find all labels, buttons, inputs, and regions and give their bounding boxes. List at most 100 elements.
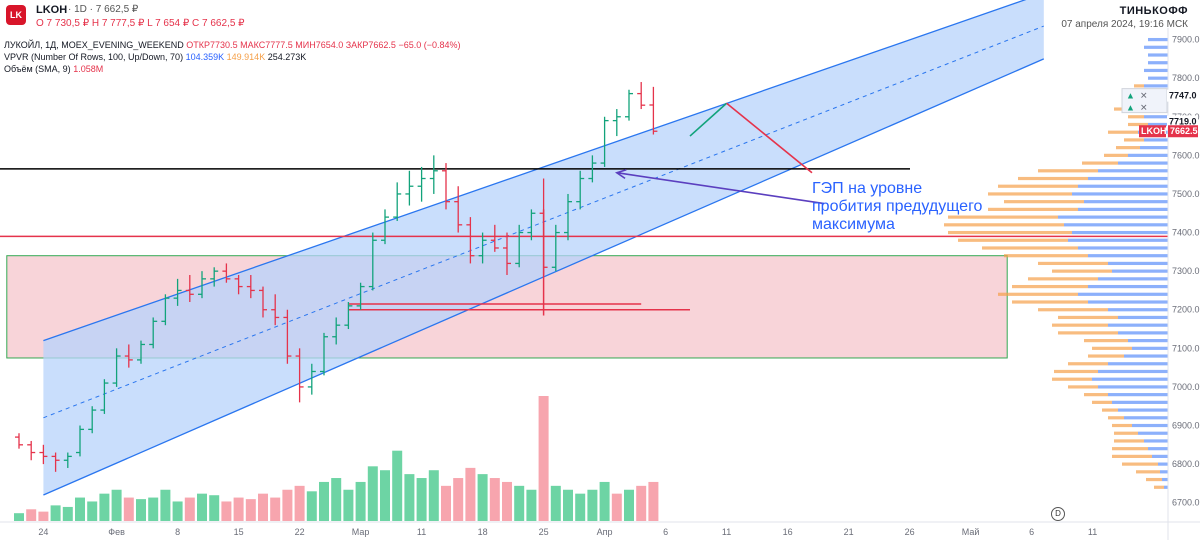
volume-profile-down-28: [1004, 254, 1088, 258]
volume-profile-down-55: [1122, 462, 1158, 466]
ohlc-bar-4: [63, 452, 72, 468]
ohlc-bar-37: [466, 217, 475, 264]
volume-profile-down-40: [1092, 346, 1132, 350]
ohlc-bar-13: [173, 278, 182, 306]
volume-profile-up-24: [1064, 223, 1168, 227]
ohlc-bar-50: [625, 89, 633, 121]
main-series-legend[interactable]: ЛУКОЙЛ, 1Д, MOEX_EVENING_WEEKEND ОТКР773…: [4, 40, 461, 50]
volume-bar-10: [136, 499, 146, 521]
ohlc-bar-29: [368, 232, 377, 291]
volume-bar-7: [99, 493, 110, 521]
volume-bar-35: [441, 485, 451, 521]
last-ticker-tag: LKOH: [1141, 126, 1167, 136]
ohlc-bar-35: [442, 163, 450, 210]
ohlc-bar-39: [490, 224, 499, 252]
time-tick-3: 15: [234, 527, 244, 537]
ticker-symbol[interactable]: LKOH: [36, 4, 68, 16]
volume-profile-down-54: [1112, 454, 1152, 458]
ohlc-bar-22: [283, 309, 292, 364]
volume-legend[interactable]: Объём (SMA, 9) 1.058M: [4, 64, 103, 74]
time-tick-13: 21: [844, 527, 854, 537]
ohlc-bar-1: [27, 440, 36, 461]
price-tag-7719-bg: [1167, 115, 1198, 128]
volume-profile-up-47: [1112, 400, 1168, 404]
price-tick-7900: 7900.0: [1172, 35, 1200, 45]
vpvr-total-value: 254.273K: [267, 52, 307, 62]
volume-profile-down-46: [1084, 393, 1108, 397]
ohlc-bar-48: [600, 116, 609, 167]
volume-profile-down-10: [1128, 115, 1144, 119]
volume-bar-20: [258, 493, 268, 521]
volume-profile-up-10: [1144, 115, 1168, 119]
volume-profile-up-3: [1148, 61, 1168, 65]
ohlc-bar-21: [271, 294, 280, 326]
volume-bar-21: [270, 497, 281, 521]
timeframe-last-price: · 1D · 7 662,5 ₽: [68, 4, 139, 15]
volume-profile-up-44: [1092, 377, 1168, 381]
annotation-arrow-line: [616, 171, 825, 205]
volume-profile-down-47: [1092, 400, 1112, 404]
volume-profile-up-29: [1108, 261, 1168, 266]
volume-profile-down-36: [1058, 315, 1118, 320]
ohlc-bar-30: [381, 209, 389, 245]
ohlc-bar-47: [588, 155, 597, 183]
volume-profile-up-58: [1164, 485, 1168, 489]
last-ticker-tag-bg: [1139, 125, 1166, 138]
ohlc-bar-0: [15, 433, 23, 449]
volume-profile-down-43: [1054, 369, 1098, 374]
dividend-badge[interactable]: D: [1051, 507, 1065, 521]
volume-bar-48: [599, 481, 610, 521]
annotation-arrow-head: [614, 168, 627, 180]
volume-bar-16: [209, 495, 220, 521]
volume-profile-down-53: [1112, 447, 1148, 451]
alert-close-icon-1: ✕: [1140, 91, 1148, 101]
ohlc-bar-28: [356, 282, 365, 310]
volume-profile-up-16: [1118, 161, 1168, 165]
ohlc-bar-14: [185, 275, 194, 303]
volume-profile-up-34: [1088, 300, 1168, 304]
volume-profile-down-58: [1154, 485, 1164, 489]
volume-bar-52: [648, 481, 659, 521]
volume-profile-up-26: [1068, 238, 1168, 242]
ohlc-bar-42: [527, 209, 536, 241]
volume-profile-up-54: [1152, 454, 1168, 458]
ohlc-bar-17: [222, 263, 231, 283]
volume-bar-1: [26, 509, 37, 521]
time-tick-17: 11: [1088, 527, 1097, 537]
ohlc-bar-9: [124, 344, 133, 368]
volume-profile-down-29: [1038, 261, 1108, 266]
volume-profile-down-12: [1108, 130, 1138, 134]
volume-bar-27: [343, 489, 354, 521]
vpvr-down-value: 149.914K: [226, 52, 266, 62]
volume-profile-up-41: [1124, 354, 1168, 358]
volume-profile-up-38: [1118, 331, 1168, 335]
volume-bar-19: [245, 499, 256, 521]
volume-profile-up-50: [1132, 423, 1168, 428]
volume-bar-38: [477, 474, 488, 521]
volume-bar-13: [172, 501, 183, 521]
ohlc-bar-23: [295, 348, 304, 403]
volume-profile-up-0: [1148, 37, 1168, 42]
volume-bar-8: [111, 489, 122, 521]
volume-profile-down-35: [1038, 308, 1108, 312]
volume-bar-24: [306, 491, 317, 521]
ohlc-bar-12: [161, 294, 170, 326]
channel-upper-line: [43, 0, 1027, 342]
volume-profile-up-28: [1088, 254, 1168, 258]
volume-bar-49: [611, 493, 622, 521]
ohlc-bar-27: [344, 302, 353, 330]
last-price-tag-bg: [1168, 125, 1198, 138]
ohlc-bar-26: [332, 317, 341, 345]
volume-profile-up-13: [1144, 138, 1168, 142]
ohlc-readout: O 7 730,5 ₽ H 7 777,5 ₽ L 7 654 ₽ C 7 66…: [36, 18, 245, 29]
volume-profile-down-51: [1114, 431, 1138, 435]
ohlc-bar-8: [112, 348, 121, 387]
vpvr-legend[interactable]: VPVR (Number Of Rows, 100, Up/Down, 70) …: [4, 52, 306, 62]
time-tick-6: 11: [417, 527, 426, 537]
volume-profile-up-40: [1132, 346, 1168, 350]
volume-profile-up-21: [1084, 200, 1168, 204]
ohlc-bar-51: [637, 82, 646, 110]
vpvr-up-value: 104.359K: [185, 52, 225, 62]
time-tick-7: 18: [478, 527, 488, 537]
